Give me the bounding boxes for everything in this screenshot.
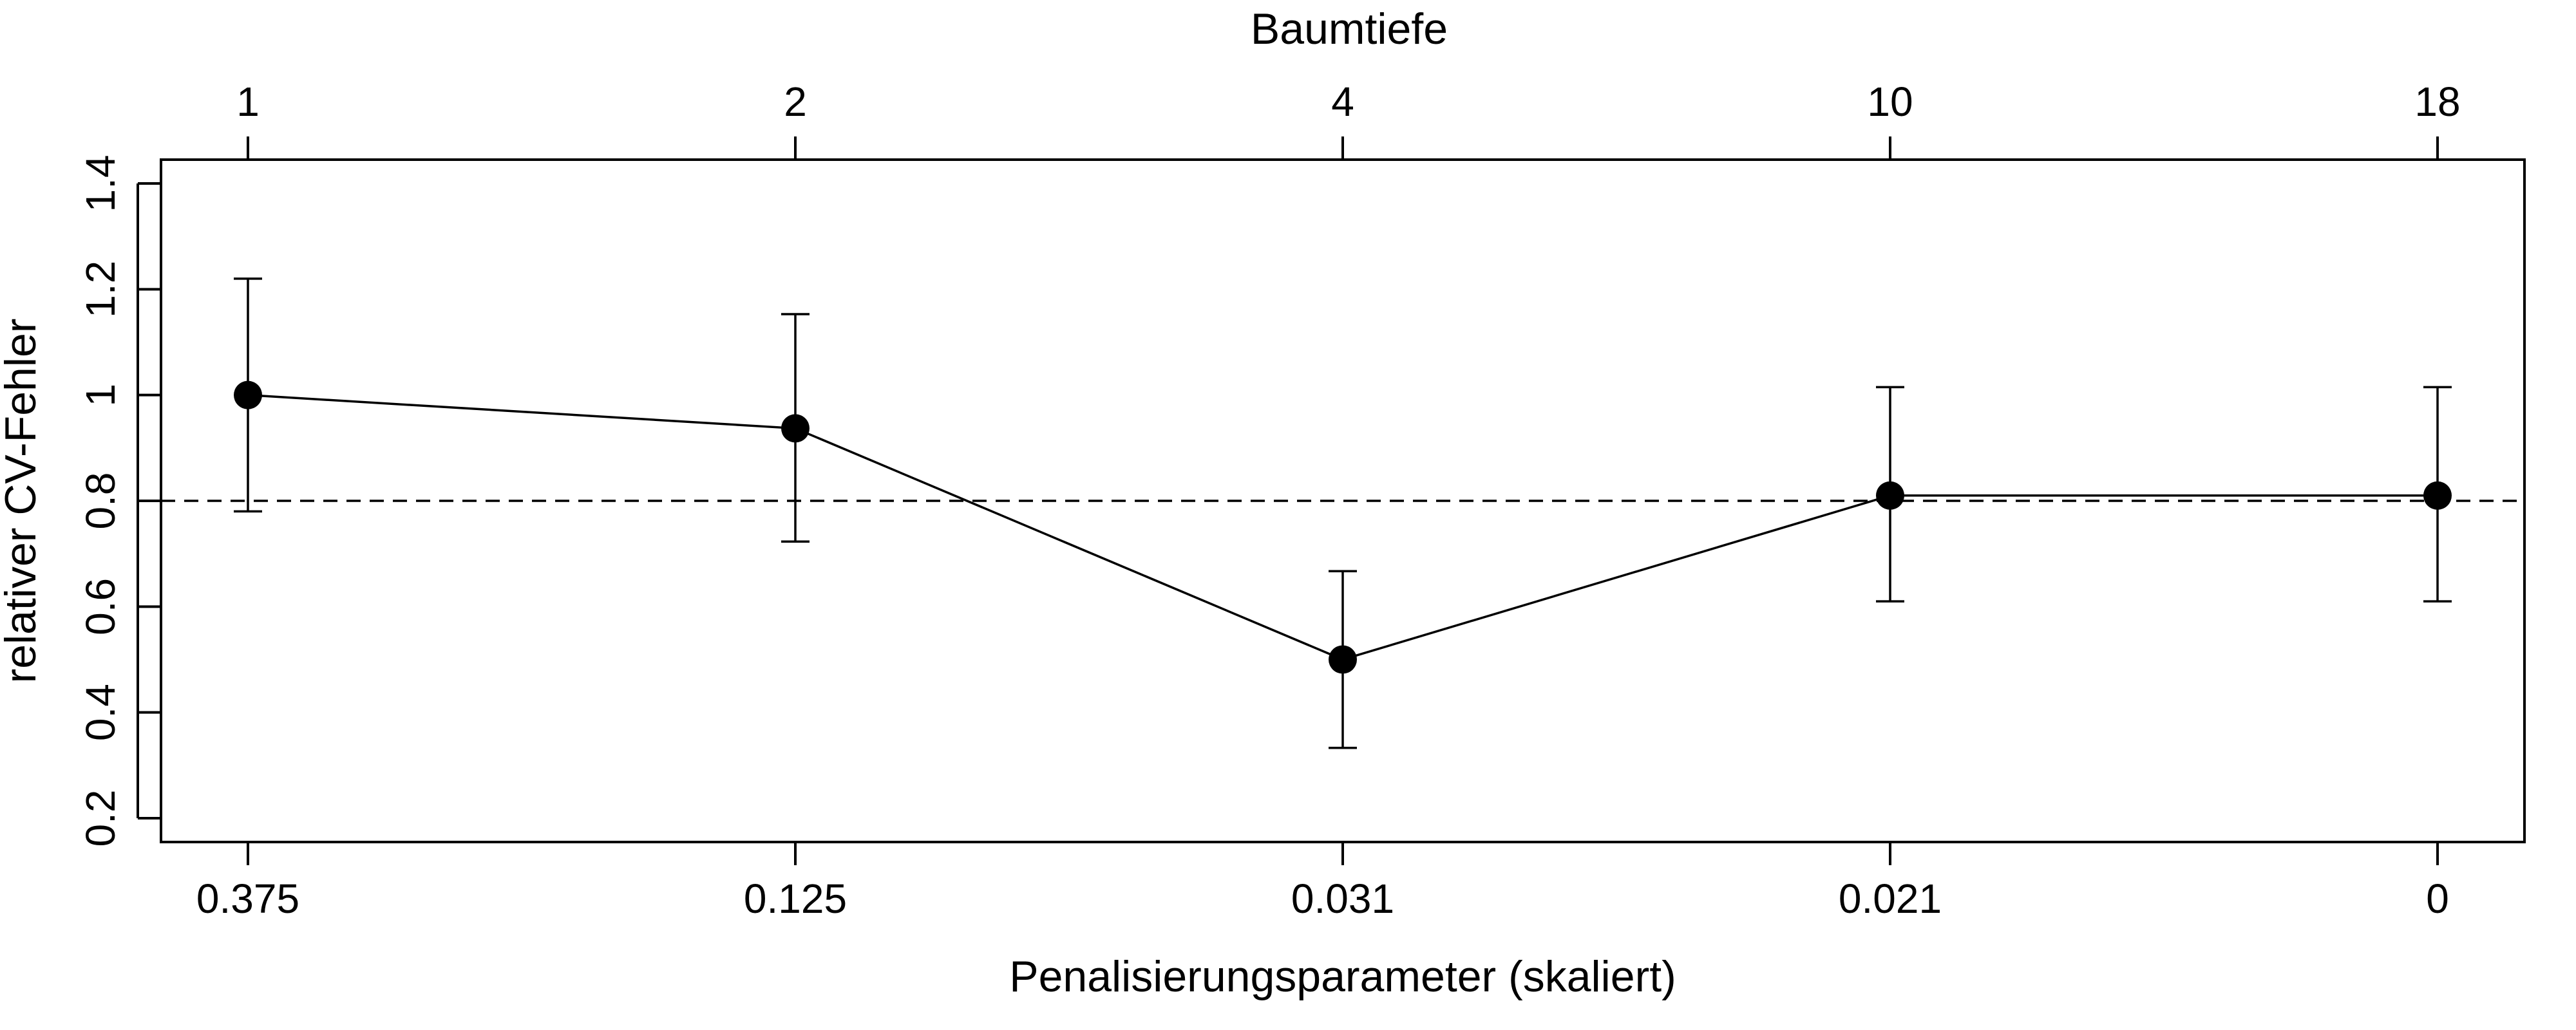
x-axis-bottom: 0.375 0.125 0.031 0.021 0 (196, 842, 2449, 922)
top-tick-label: 18 (2414, 79, 2460, 125)
x-tick-label: 0.375 (196, 876, 299, 922)
y-tick-label: 0.2 (77, 790, 124, 847)
x-tick-label: 0.031 (1291, 876, 1394, 922)
y-tick-label: 0.6 (77, 578, 124, 635)
top-tick-label: 2 (784, 79, 807, 125)
top-axis-title: Baumtiefe (1251, 5, 1448, 53)
top-tick-label: 1 (236, 79, 260, 125)
y-tick-label: 0.4 (77, 684, 124, 741)
top-tick-label: 4 (1331, 79, 1354, 125)
y-tick-label: 1.2 (77, 261, 124, 318)
x-tick-label: 0.125 (744, 876, 847, 922)
y-axis: 0.2 0.4 0.6 0.8 1 1.2 1.4 (77, 154, 161, 847)
data-point (1876, 481, 1904, 510)
y-axis-title: relativer CV-Fehler (0, 319, 45, 684)
data-point (1329, 645, 1357, 674)
data-point (781, 414, 810, 443)
series-layer (234, 277, 2452, 749)
x-axis-top: 1 2 4 10 18 (236, 79, 2461, 160)
data-point (234, 380, 262, 409)
x-tick-label: 0 (2426, 876, 2449, 922)
x-axis-title: Penalisierungsparameter (skaliert) (1009, 952, 1676, 1001)
x-tick-label: 0.021 (1839, 876, 1942, 922)
y-tick-label: 1.4 (77, 154, 124, 212)
data-point (2423, 481, 2452, 510)
y-tick-label: 0.8 (77, 473, 124, 530)
y-tick-label: 1 (77, 384, 124, 407)
top-tick-label: 10 (1867, 79, 1913, 125)
